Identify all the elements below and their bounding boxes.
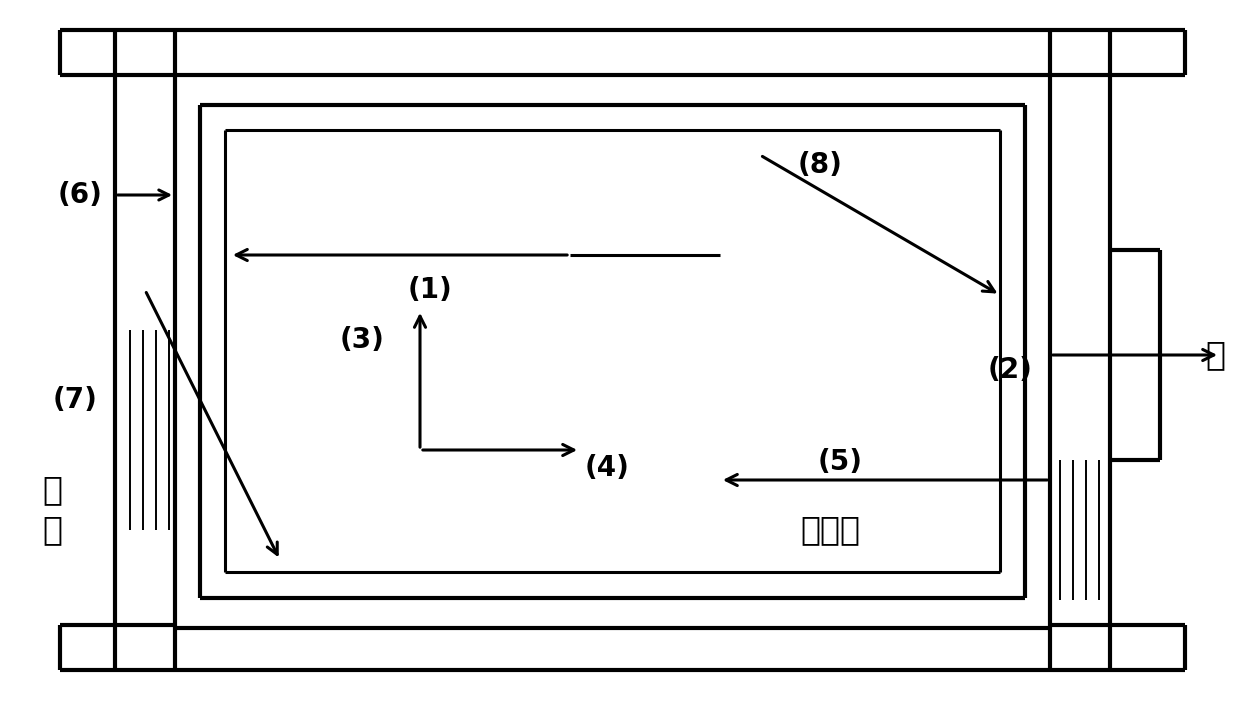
Text: (5): (5)	[817, 448, 863, 476]
Text: 窗: 窗	[1205, 339, 1225, 371]
Text: 散热器: 散热器	[800, 513, 861, 546]
Text: 体: 体	[42, 513, 62, 546]
Text: (7): (7)	[52, 386, 98, 414]
Text: (4): (4)	[585, 454, 630, 482]
Text: (3): (3)	[340, 326, 384, 354]
Text: (1): (1)	[408, 276, 453, 304]
Text: (2): (2)	[987, 356, 1033, 384]
Text: 墙: 墙	[42, 474, 62, 506]
Text: (8): (8)	[797, 151, 842, 179]
Text: (6): (6)	[57, 181, 103, 209]
